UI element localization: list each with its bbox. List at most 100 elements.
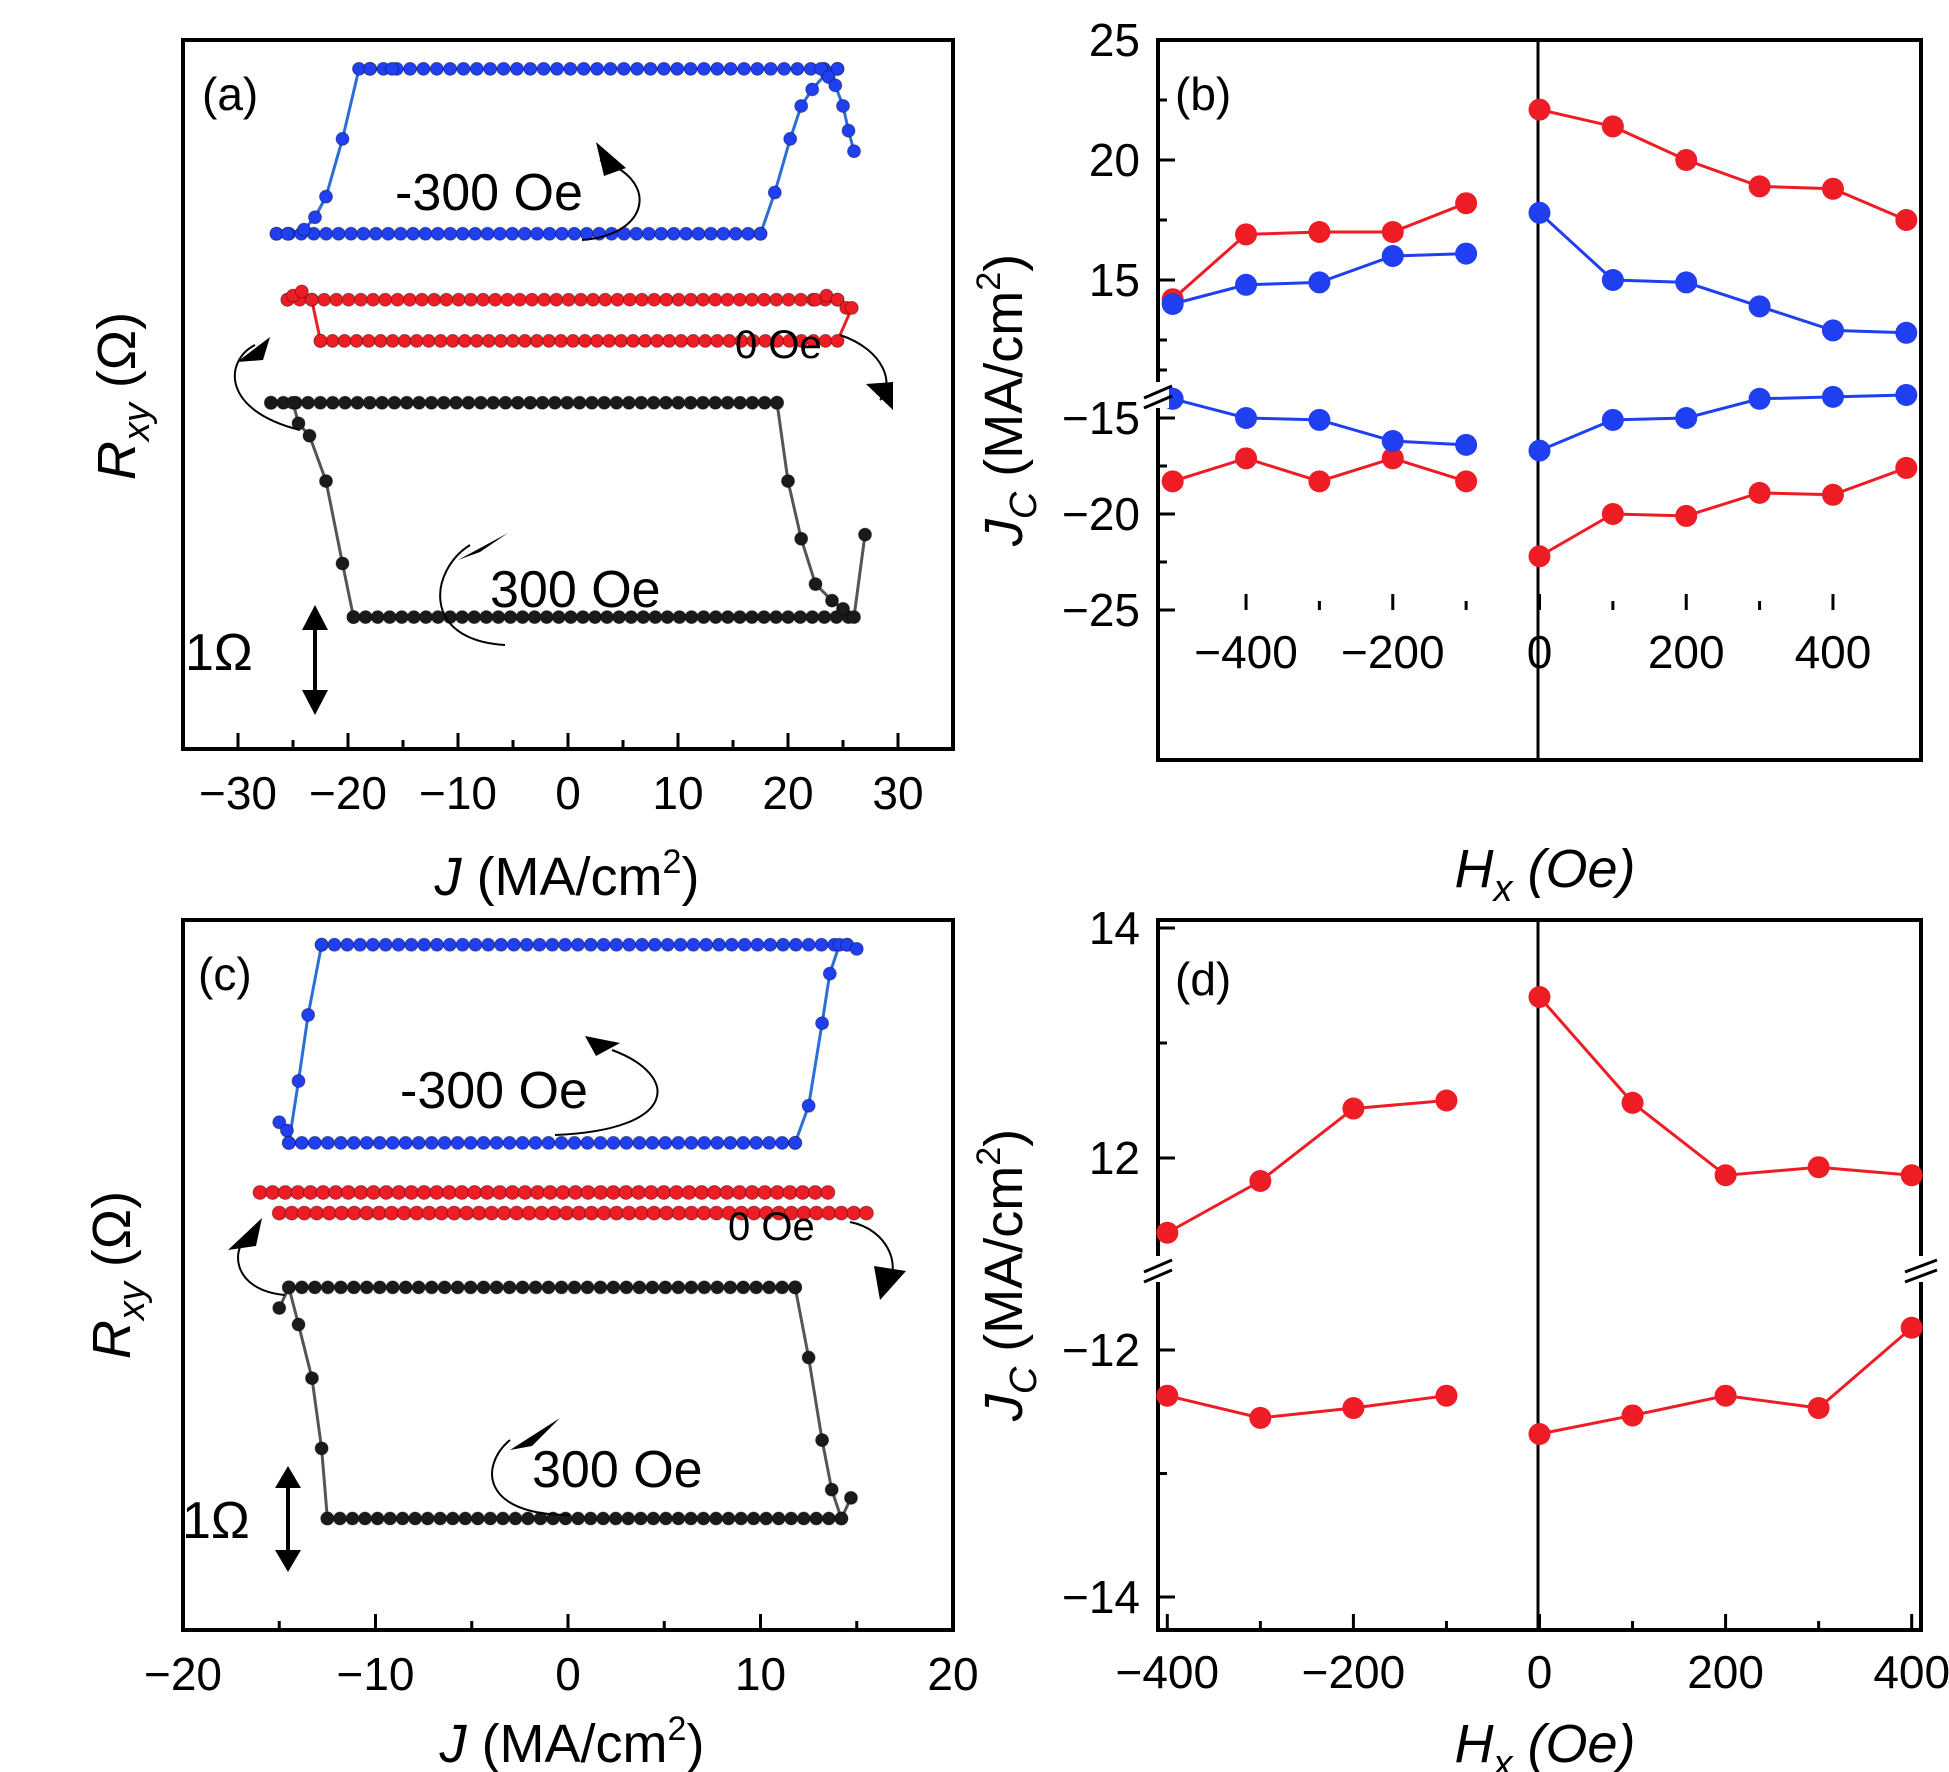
series-300-point — [449, 395, 464, 410]
series-neg300-point — [684, 1135, 699, 1150]
series-neg300-point — [753, 226, 768, 241]
series-0-point — [546, 1205, 562, 1221]
series-neg300-point — [814, 937, 829, 952]
series-300-point — [385, 1280, 400, 1295]
series-neg300-point — [455, 226, 470, 241]
panel-c-label: (c) — [198, 948, 252, 1000]
series-300-point — [350, 395, 365, 410]
series-300-point — [325, 395, 340, 410]
series-0-point — [390, 292, 405, 307]
series-neg300-point — [703, 226, 718, 241]
series-neg300-point — [365, 937, 380, 952]
series-0-point — [517, 1184, 533, 1200]
series-neg300-point — [442, 937, 457, 952]
series-red-point — [1528, 1422, 1551, 1445]
x-tick-label: 0 — [1527, 1646, 1553, 1698]
series-300-point — [294, 1280, 309, 1295]
series-neg300-point — [750, 61, 765, 76]
series-neg300-line-left — [278, 944, 324, 1144]
series-0-point — [732, 1184, 748, 1200]
series-300-point — [793, 610, 808, 625]
series-blue-point — [1455, 242, 1478, 265]
series-neg300-point — [814, 61, 828, 76]
series-0-point — [719, 1184, 735, 1200]
series-red-point — [1156, 1384, 1179, 1407]
series-0-point — [674, 333, 689, 348]
series-300-point — [572, 395, 587, 410]
series-300-point — [710, 1280, 725, 1295]
series-neg300-point — [353, 937, 368, 952]
panel-c-arrowhead-0-left — [228, 1218, 262, 1250]
series-0-point — [647, 292, 662, 307]
series-0-point — [427, 292, 442, 307]
x-tick-label: −10 — [336, 1648, 414, 1700]
series-300-point — [805, 610, 820, 625]
series-300-point — [571, 1511, 586, 1526]
series-300-point — [383, 1511, 398, 1526]
series-0-point — [321, 1205, 337, 1221]
series-neg300-point — [509, 61, 524, 76]
series-neg300-point — [319, 226, 334, 241]
series-0-point — [403, 1184, 419, 1200]
series-300-point — [759, 1511, 774, 1526]
x-tick-label: 0 — [555, 767, 581, 819]
series-300-point — [660, 610, 675, 625]
series-300-point — [732, 610, 747, 625]
series-0-point — [284, 1205, 300, 1221]
series-neg300-point — [671, 1135, 686, 1150]
series-0-point — [671, 1205, 687, 1221]
series-300-point — [808, 577, 823, 592]
series-red-line-pos-right — [1538, 996, 1912, 1177]
series-0-point — [821, 1205, 837, 1221]
series-300-point — [436, 395, 451, 410]
series-neg300-point — [576, 61, 591, 76]
series-blue-point — [1601, 408, 1624, 431]
series-0-point — [567, 1184, 583, 1200]
series-blue-point — [1235, 273, 1258, 296]
y-tick-label: −15 — [1062, 392, 1140, 444]
series-neg300-point — [570, 937, 585, 952]
series-0-point — [618, 1184, 634, 1200]
series-300-point — [794, 531, 809, 546]
series-blue-point — [1601, 269, 1624, 291]
series-neg300-point — [404, 937, 419, 952]
panel-d-label: (d) — [1175, 953, 1231, 1005]
series-0-point — [610, 292, 625, 307]
series-0-point — [720, 292, 735, 307]
series-0-point — [782, 1184, 798, 1200]
panel-c-annotation-300: 300 Oe — [532, 1441, 703, 1499]
series-neg300-point — [356, 226, 371, 241]
series-300-point — [632, 1280, 647, 1295]
series-red-point — [1675, 504, 1698, 527]
series-0-point — [373, 333, 388, 348]
series-blue-point — [1821, 319, 1844, 342]
series-0-point — [441, 1184, 457, 1200]
series-red-point — [1528, 986, 1551, 1008]
series-neg300-point — [554, 226, 569, 241]
series-red-point — [1601, 115, 1624, 138]
series-0-point — [484, 1205, 500, 1221]
series-blue-line-pos-right — [1538, 211, 1907, 335]
series-0-point — [598, 292, 613, 307]
series-0-point — [353, 1184, 369, 1200]
series-red-point — [1342, 1397, 1365, 1420]
series-neg300-point — [481, 937, 496, 952]
series-neg300-point — [724, 937, 739, 952]
series-0-point — [590, 333, 605, 348]
series-300-point — [836, 601, 850, 616]
series-300-point — [412, 395, 427, 410]
series-300-point — [817, 610, 832, 625]
series-0-point — [517, 333, 532, 348]
series-300-point — [420, 1511, 435, 1526]
series-300-point — [821, 1511, 836, 1526]
series-blue-point — [1308, 271, 1331, 294]
series-neg300-point — [673, 937, 688, 952]
series-0-point — [304, 292, 319, 307]
series-0-point — [614, 333, 629, 348]
series-red-point — [1601, 503, 1624, 525]
series-neg300-point — [836, 98, 850, 113]
series-neg300-point — [776, 937, 791, 952]
series-neg300-point — [656, 61, 671, 76]
series-300-point — [796, 1511, 811, 1526]
series-0-point — [621, 1205, 637, 1221]
